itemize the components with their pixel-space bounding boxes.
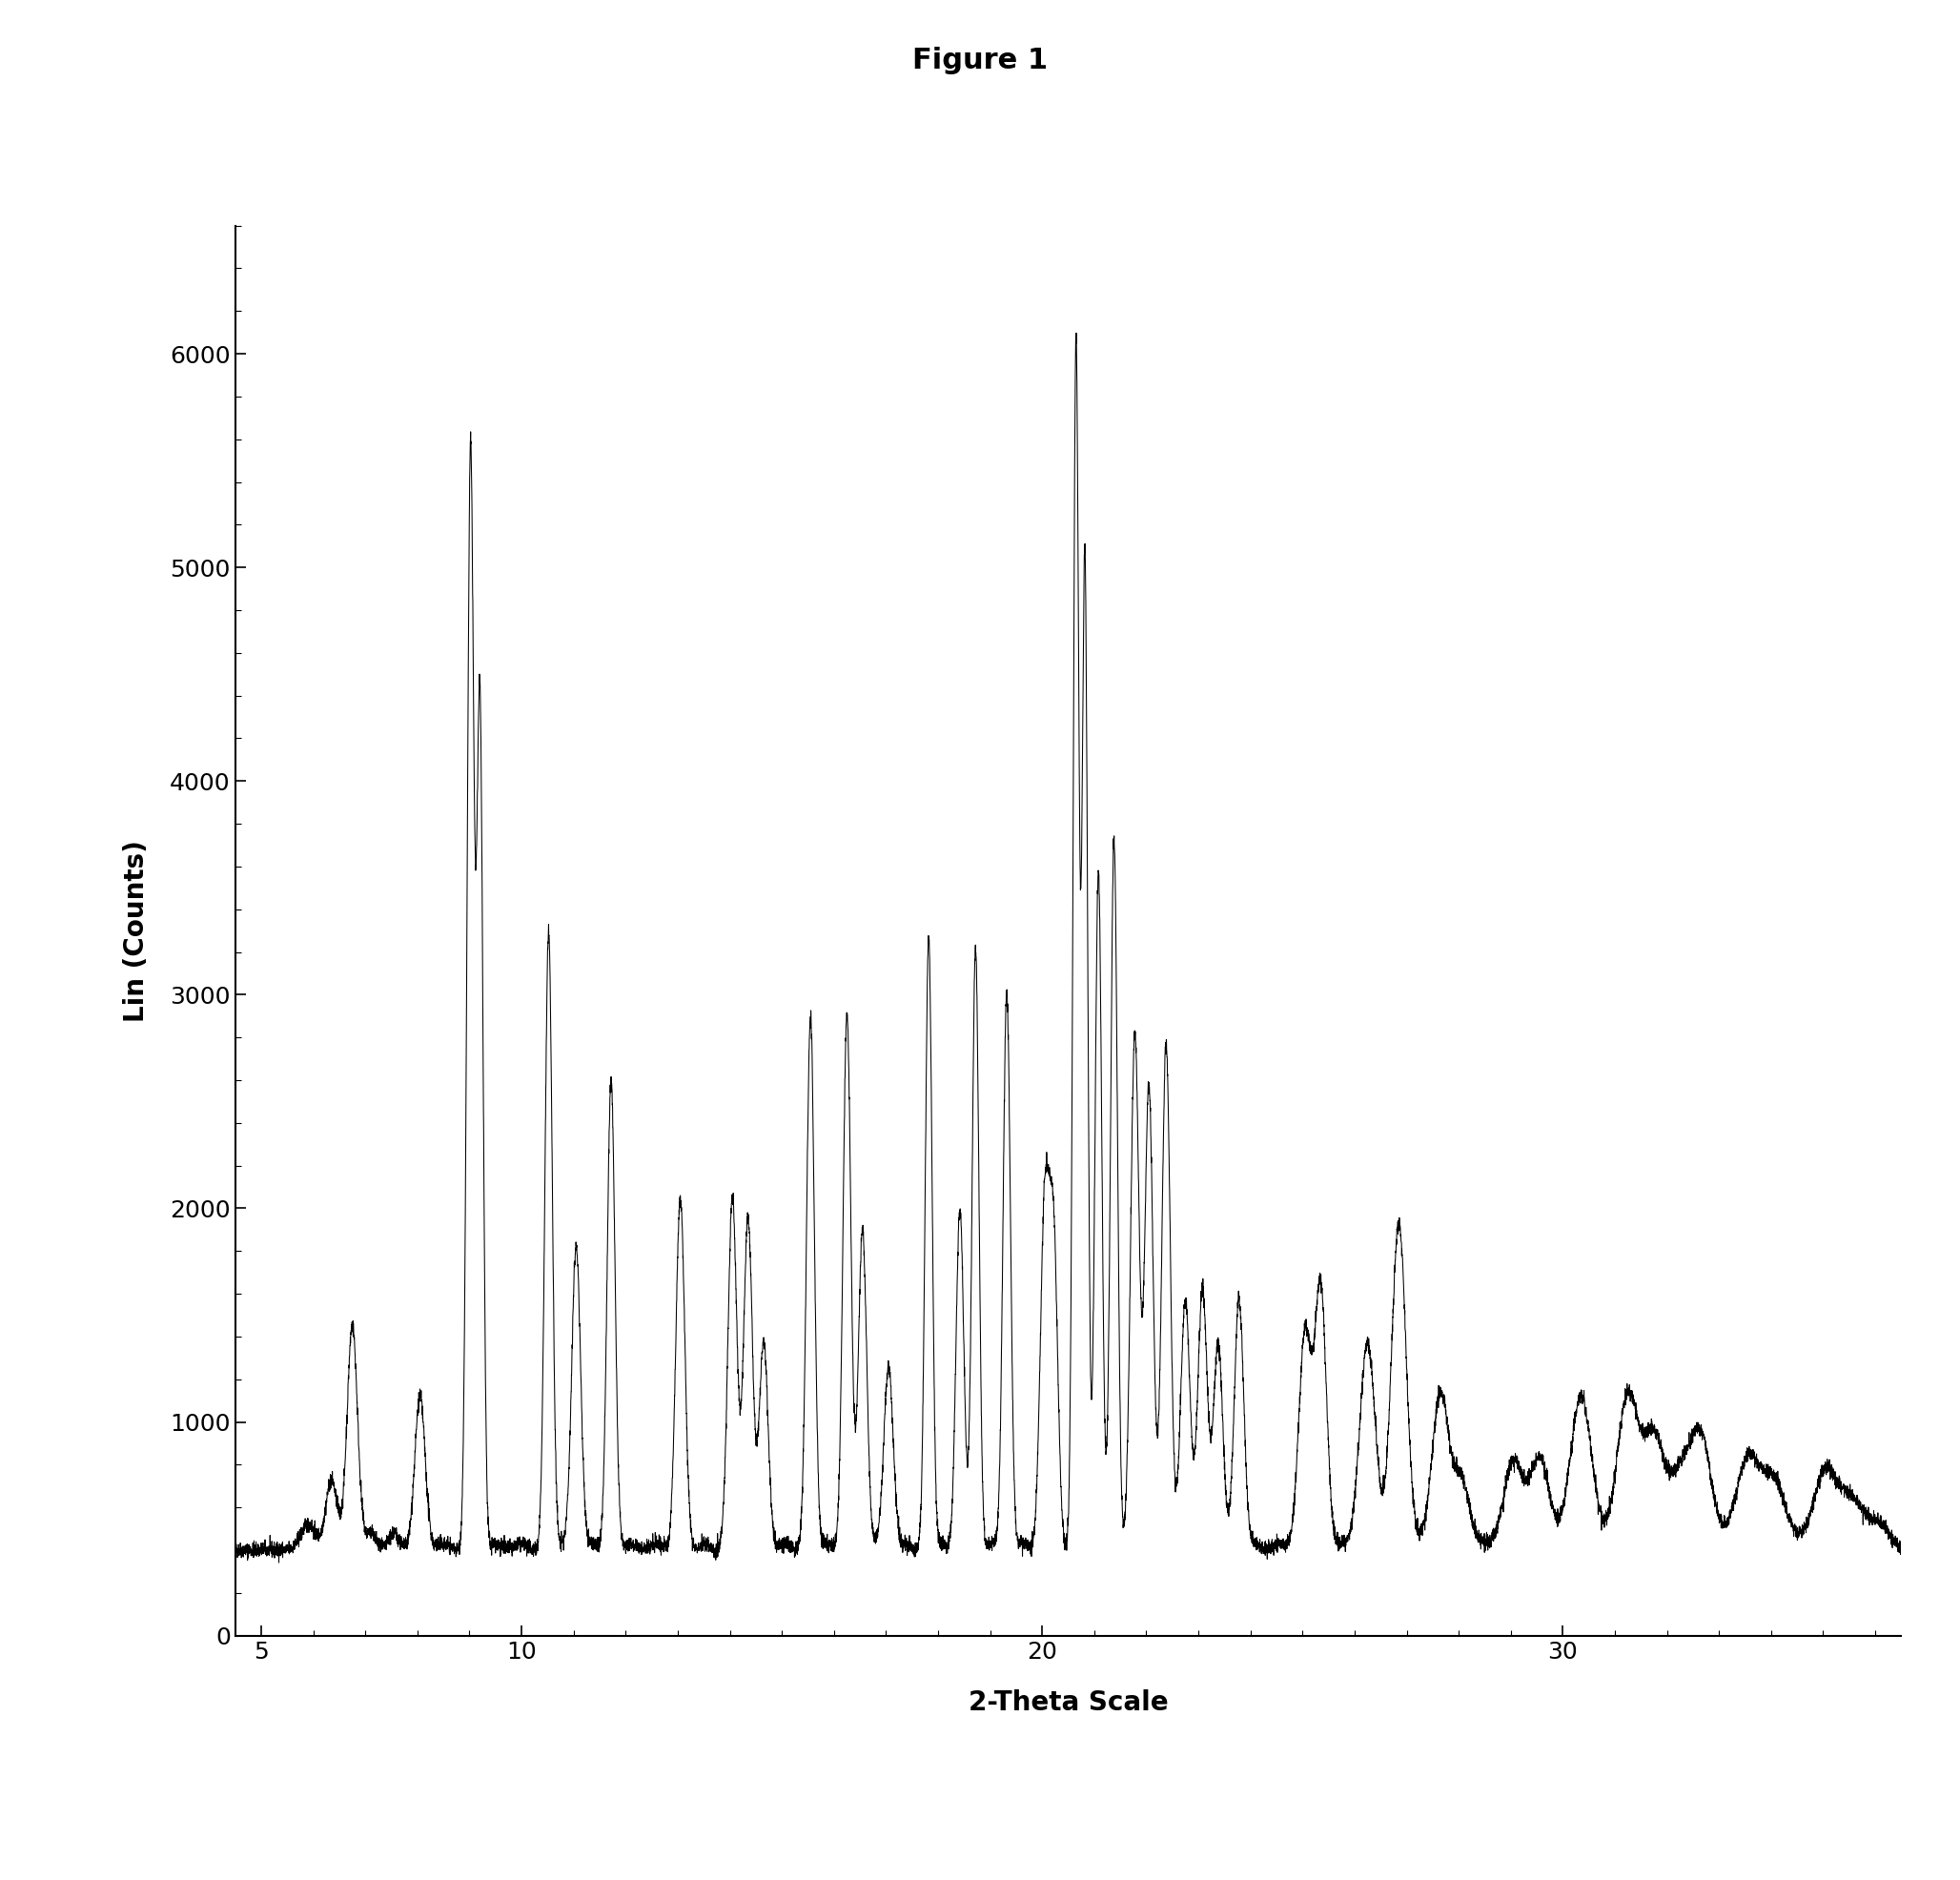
X-axis label: 2-Theta Scale: 2-Theta Scale [968,1690,1168,1716]
Text: Figure 1: Figure 1 [911,47,1049,75]
Y-axis label: Lin (Counts): Lin (Counts) [123,840,151,1021]
